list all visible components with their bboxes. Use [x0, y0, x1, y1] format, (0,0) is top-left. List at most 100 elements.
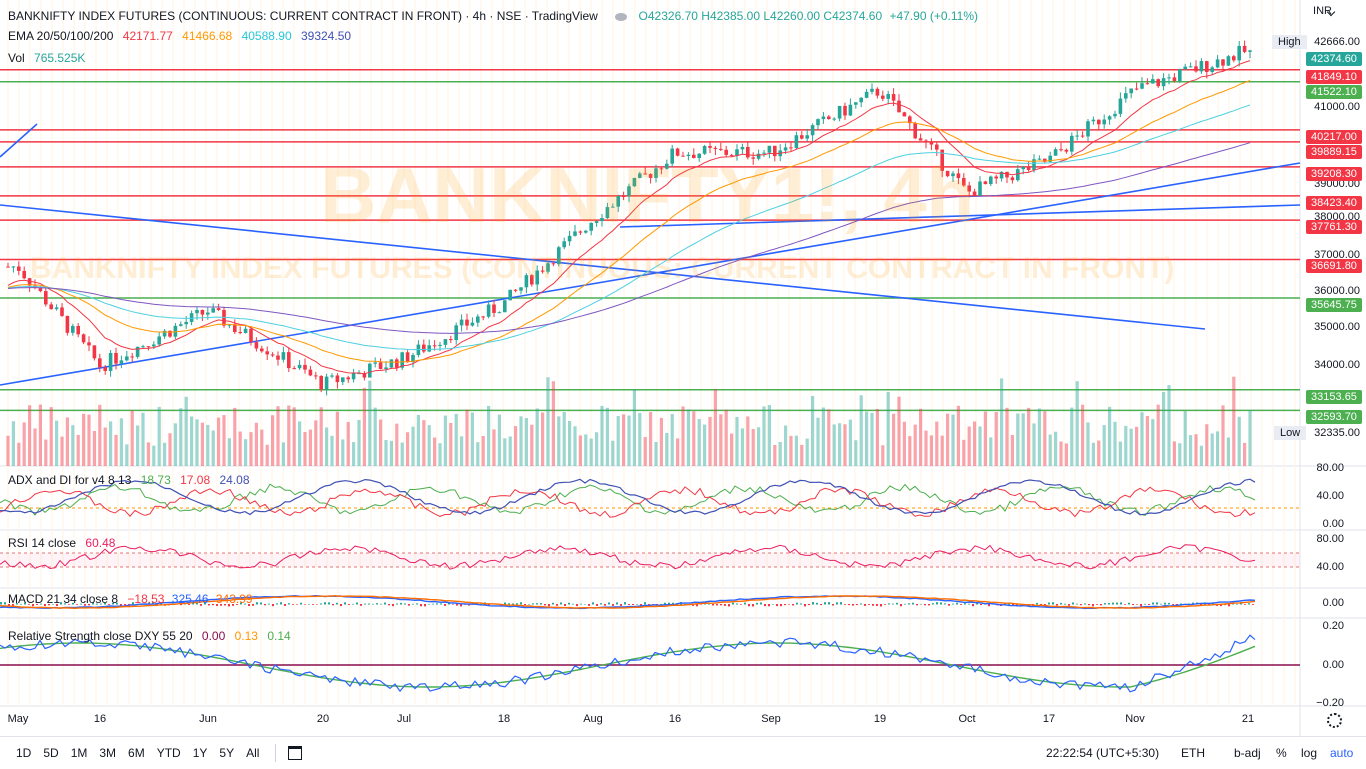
candle-body	[330, 375, 334, 377]
price-axis-low: 32335.00	[1314, 427, 1360, 439]
macd-histogram-bar	[828, 602, 830, 605]
back-adjust-button[interactable]: b-adj	[1234, 746, 1261, 760]
candle-body	[935, 144, 939, 150]
macd-histogram-bar	[856, 604, 858, 606]
candle-body	[702, 146, 707, 154]
ema-legend[interactable]: EMA 20/50/100/200 42171.77 41466.68 4058…	[8, 29, 351, 43]
timeframe-1d[interactable]: 1D	[16, 746, 32, 760]
volume-bar	[973, 421, 977, 466]
macd-histogram-bar	[516, 603, 518, 605]
macd-histogram-bar	[1140, 604, 1142, 607]
volume-bar	[319, 407, 323, 466]
candle-body	[76, 325, 80, 335]
calendar-goto-icon[interactable]	[288, 746, 303, 760]
volume-bar	[384, 439, 388, 466]
macd-histogram-bar	[216, 604, 218, 606]
vol-legend[interactable]: Vol 765.525K	[8, 51, 85, 65]
low-tag: Low	[1274, 426, 1307, 440]
ohlc-high: H42385.00	[701, 9, 760, 23]
candle-body	[1248, 50, 1252, 52]
volume-bar	[260, 429, 264, 466]
candle-body	[254, 342, 259, 349]
macd-histogram-bar	[596, 604, 598, 606]
timeframe-1m[interactable]: 1M	[70, 746, 88, 760]
price-axis-label: 37000.00	[1314, 249, 1360, 261]
timeframe-1y[interactable]: 1Y	[192, 746, 208, 760]
rsi-legend[interactable]: RSI 14 close 60.48	[8, 536, 115, 550]
macd-histogram-bar	[728, 604, 730, 607]
symbol-legend[interactable]: BANKNIFTY INDEX FUTURES (CONTINUOUS: CUR…	[8, 9, 978, 23]
settings-gear-icon[interactable]	[1327, 713, 1342, 728]
candle-body	[578, 231, 583, 233]
auto-scale-button[interactable]: auto	[1330, 746, 1354, 760]
macd-histogram-bar	[236, 604, 238, 605]
candle-body	[724, 149, 728, 155]
volume-bar	[254, 422, 258, 466]
macd-histogram-bar	[1104, 603, 1106, 605]
macd-histogram-bar	[948, 604, 950, 606]
candle-body	[454, 325, 458, 341]
timeframe-all[interactable]: All	[246, 746, 260, 760]
macd-legend[interactable]: MACD 21 34 close 8 −18.53 325.46 343.99	[8, 592, 253, 606]
candle-body	[567, 235, 572, 242]
macd-histogram-bar	[668, 602, 670, 605]
macd-histogram-bar	[208, 604, 210, 606]
macd-histogram-bar	[1060, 602, 1062, 605]
eye-icon[interactable]	[615, 12, 628, 21]
session-button[interactable]: ETH	[1181, 746, 1205, 760]
rs-legend[interactable]: Relative Strength close DXY 55 20 0.00 0…	[8, 629, 291, 643]
volume-bar	[125, 444, 129, 466]
macd-histogram-bar	[68, 604, 70, 605]
macd-histogram-bar	[712, 604, 714, 606]
candle-body	[60, 307, 64, 316]
volume-bar	[281, 442, 285, 466]
clock-display[interactable]: 22:22:54 (UTC+5:30)	[1046, 746, 1160, 760]
candle-body	[49, 304, 53, 310]
candle-body	[519, 287, 523, 291]
volume-bar	[757, 427, 761, 466]
volume-bar	[562, 411, 566, 466]
price-box-level: 32593.70	[1306, 410, 1362, 424]
timeframe-5d[interactable]: 5D	[43, 746, 59, 760]
volume-bar	[1135, 426, 1139, 466]
price-axis-label: 39000.00	[1314, 178, 1360, 190]
candle-body	[238, 332, 242, 334]
volume-bar	[1081, 404, 1085, 466]
macd-histogram-bar	[1056, 604, 1058, 606]
log-scale-button[interactable]: log	[1301, 746, 1318, 760]
candle-body	[432, 345, 437, 347]
candle-body	[854, 102, 858, 105]
adx-value-3: 24.08	[219, 473, 250, 487]
adx-axis-label: 80.00	[1316, 462, 1344, 474]
volume-bar	[919, 408, 923, 466]
candle-body	[989, 176, 993, 185]
macd-histogram-bar	[956, 602, 958, 605]
volume-bar	[136, 425, 140, 466]
chart-canvas[interactable]	[0, 0, 1366, 736]
candle-body	[303, 364, 307, 370]
macd-histogram-bar	[28, 604, 30, 605]
volume-bar	[357, 419, 361, 466]
macd-histogram-bar	[896, 602, 898, 605]
rsi-value: 60.48	[85, 536, 116, 550]
candle-body	[162, 330, 167, 337]
price-axis-label: 36000.00	[1314, 285, 1360, 297]
adx-legend[interactable]: ADX and DI for v4 8 13 18.73 17.08 24.08	[8, 473, 250, 487]
macd-histogram-bar	[1144, 603, 1146, 605]
candle-body	[621, 196, 626, 198]
macd-histogram-bar	[64, 603, 66, 605]
macd-histogram-bar	[836, 602, 838, 605]
candle-body	[1059, 149, 1063, 151]
volume-bar	[870, 412, 874, 466]
macd-histogram-bar	[84, 604, 86, 606]
volume-bar	[832, 424, 836, 466]
volume-bar	[1199, 445, 1203, 466]
macd-histogram-bar	[52, 603, 54, 605]
percent-scale-button[interactable]: %	[1276, 746, 1287, 760]
timeframe-5y[interactable]: 5Y	[219, 746, 235, 760]
currency-label[interactable]: INR	[1313, 5, 1332, 17]
macd-histogram-bar	[636, 603, 638, 605]
timeframe-ytd[interactable]: YTD	[156, 746, 181, 760]
timeframe-3m[interactable]: 3M	[99, 746, 117, 760]
timeframe-6m[interactable]: 6M	[128, 746, 145, 760]
